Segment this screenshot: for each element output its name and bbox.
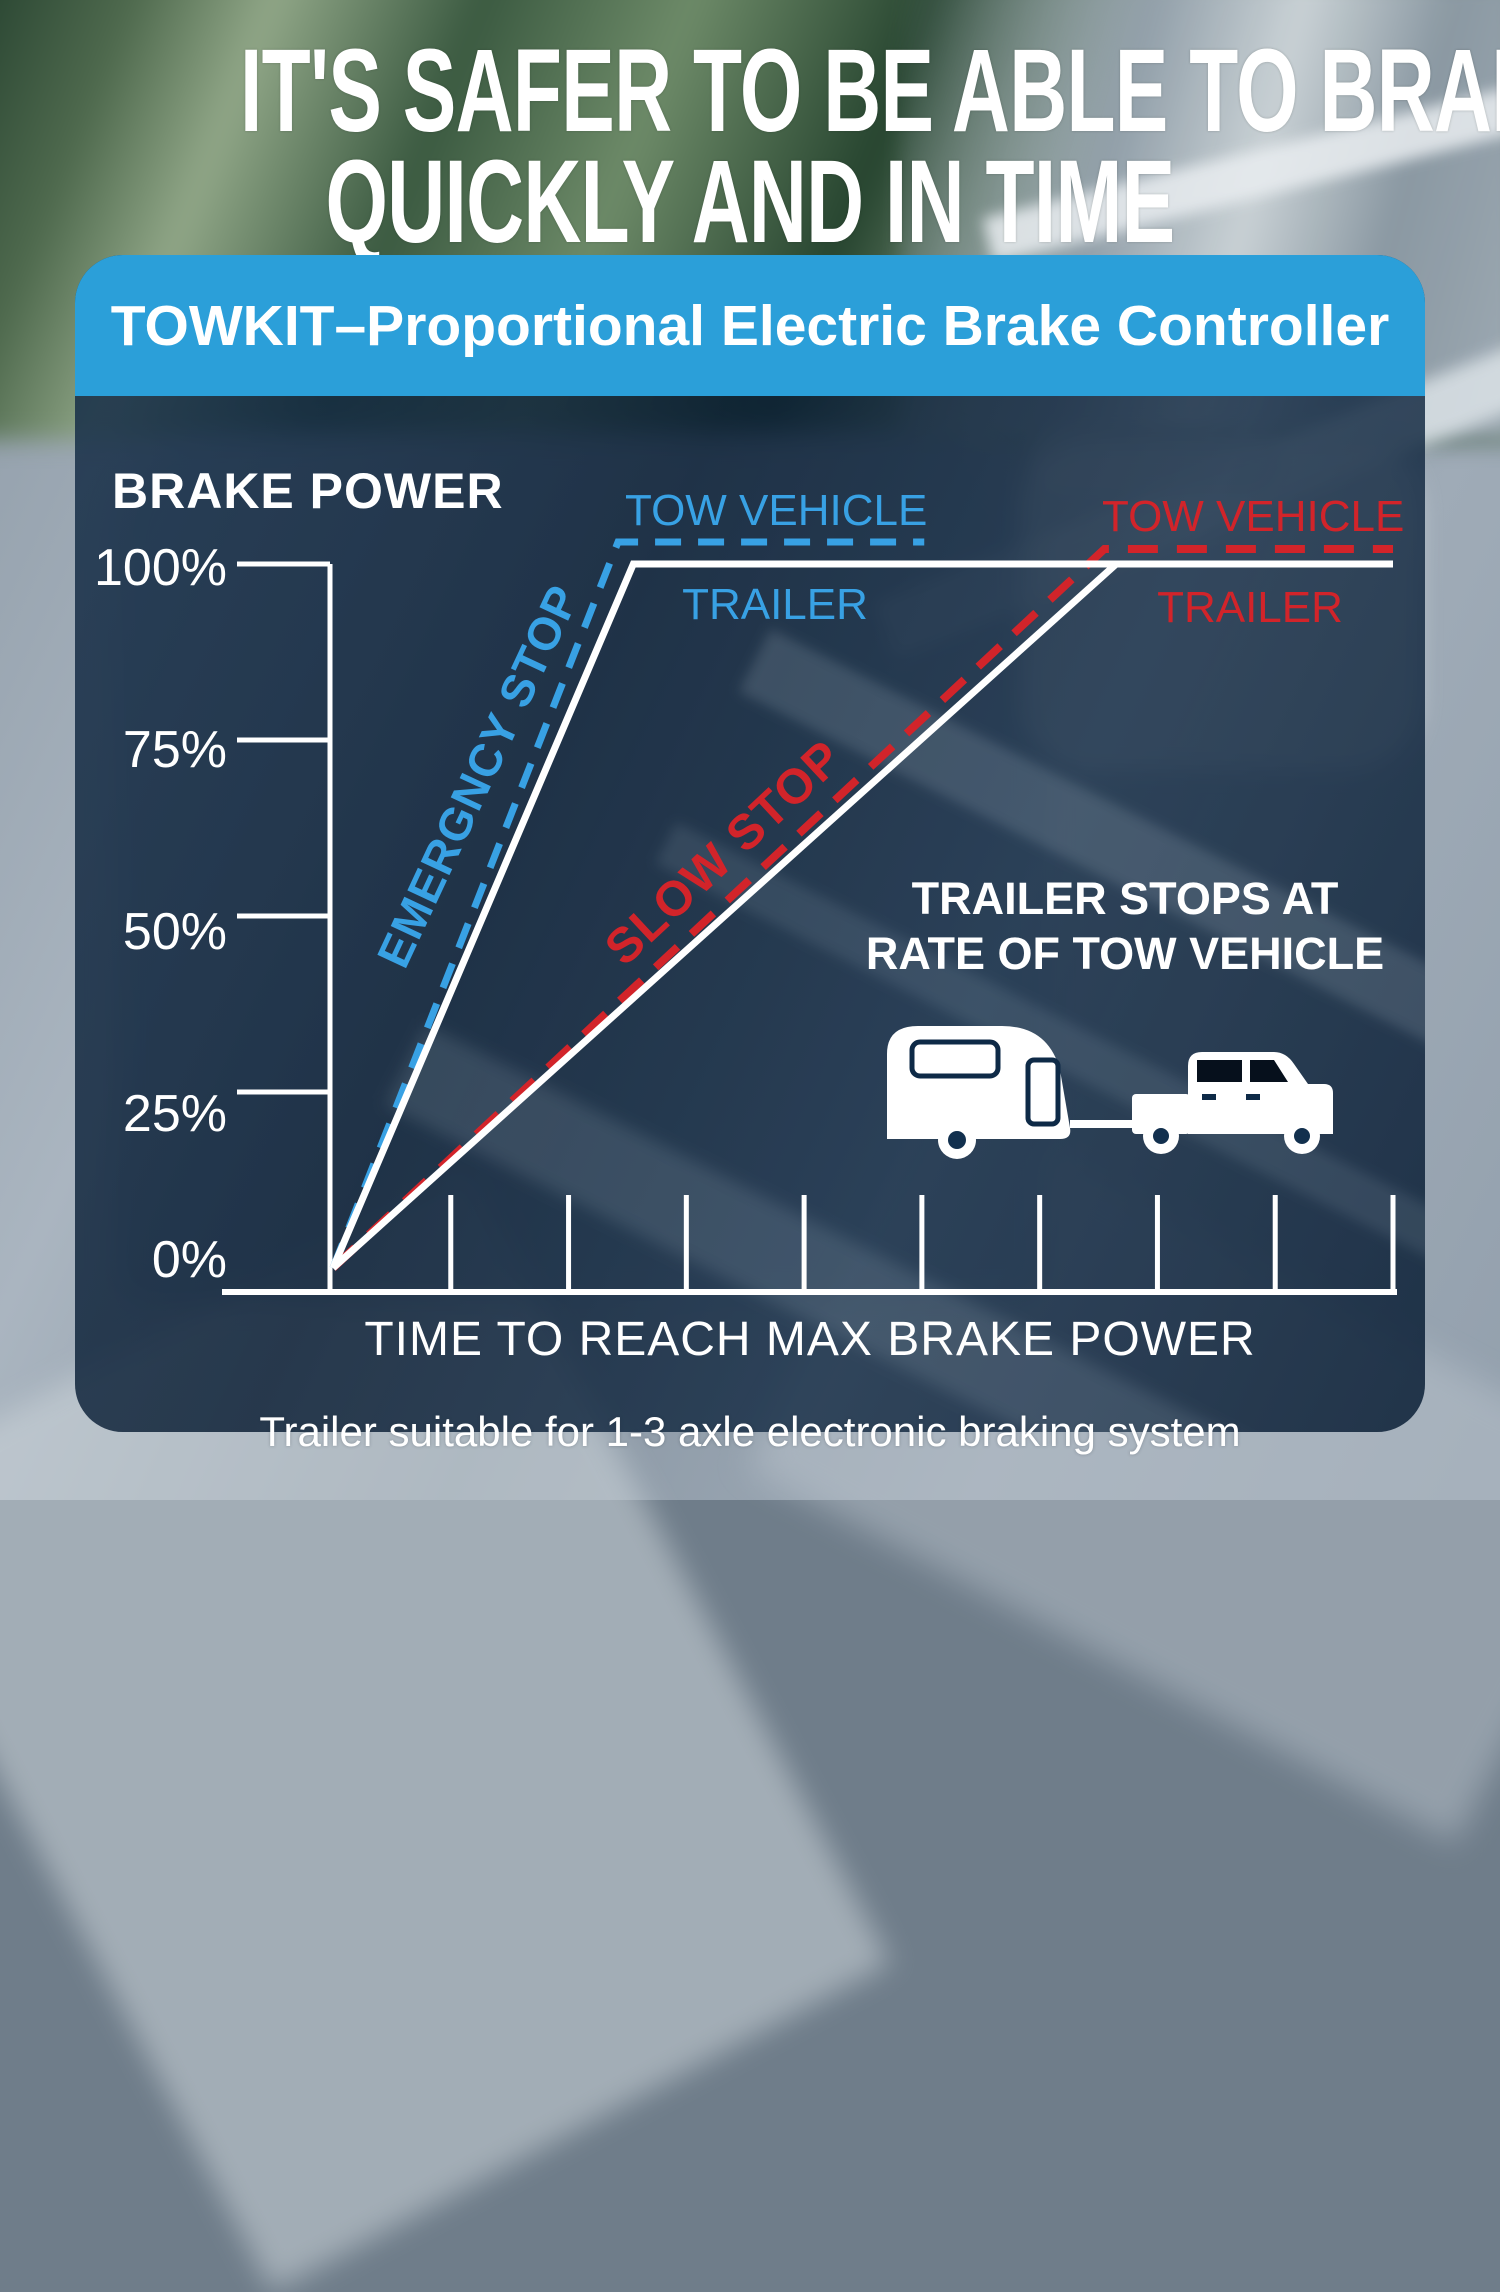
bottom-caption: Trailer suitable for 1-3 axle electronic… xyxy=(259,1408,1241,1455)
banner-title: TOWKIT–Proportional Electric Brake Contr… xyxy=(110,293,1390,358)
series-label-tow-vehicle-emergency: TOW VEHICLE xyxy=(625,486,928,535)
y-tick-label-75: 75% xyxy=(122,721,227,779)
x-axis-label: TIME TO REACH MAX BRAKE POWER xyxy=(364,1313,1256,1366)
headline: IT'S SAFER TO BE ABLE TO BRAKE QUICKLY A… xyxy=(240,25,1500,268)
trailer-note-line1: TRAILER STOPS AT xyxy=(911,873,1339,924)
series-label-trailer-slow: TRAILER xyxy=(1157,583,1343,632)
y-tick-label-50: 50% xyxy=(122,903,227,961)
y-tick-label-0: 0% xyxy=(151,1231,227,1289)
trailer-note-line2: RATE OF TOW VEHICLE xyxy=(865,927,1385,979)
series-label-tow-vehicle-slow: TOW VEHICLE xyxy=(1102,492,1405,541)
trailer-note: TRAILER STOPS AT RATE OF TOW VEHICLE xyxy=(860,872,1390,982)
series-label-trailer-emergency: TRAILER xyxy=(682,580,868,629)
chart-title: BRAKE POWER xyxy=(112,463,504,519)
headline-line2: QUICKLY AND IN TIME xyxy=(325,135,1175,268)
headline-line1: IT'S SAFER TO BE ABLE TO BRAKE xyxy=(240,25,1500,157)
product-banner: TOWKIT–Proportional Electric Brake Contr… xyxy=(75,255,1425,396)
y-tick-label-100: 100% xyxy=(94,539,227,597)
trailer-towed-by-pickup-icon xyxy=(887,1026,1333,1159)
y-tick-label-25: 25% xyxy=(122,1085,227,1143)
